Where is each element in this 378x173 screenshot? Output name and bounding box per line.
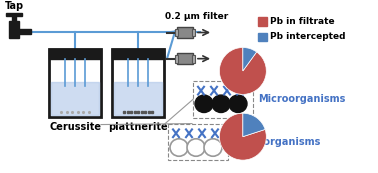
- Bar: [258, 17, 267, 26]
- Wedge shape: [220, 48, 266, 94]
- Bar: [51, 81, 99, 115]
- Bar: [258, 33, 267, 41]
- Bar: [12, 15, 16, 22]
- Circle shape: [187, 139, 205, 156]
- Circle shape: [212, 95, 230, 112]
- Circle shape: [229, 95, 247, 112]
- Bar: [49, 49, 101, 117]
- Bar: [193, 81, 253, 118]
- Text: Pb in filtrate: Pb in filtrate: [270, 17, 335, 26]
- Bar: [6, 13, 22, 16]
- Text: Microorganisms: Microorganisms: [258, 94, 345, 104]
- Text: Pb intercepted: Pb intercepted: [270, 32, 345, 41]
- Circle shape: [170, 139, 188, 156]
- Circle shape: [204, 139, 222, 156]
- Circle shape: [195, 95, 213, 112]
- Bar: [49, 49, 101, 59]
- Bar: [175, 55, 178, 63]
- Bar: [19, 29, 31, 34]
- Bar: [177, 53, 193, 65]
- Text: Cerussite: Cerussite: [49, 122, 101, 132]
- Bar: [175, 29, 178, 36]
- Bar: [177, 27, 193, 38]
- Bar: [9, 21, 19, 38]
- Text: Microorganisms: Microorganisms: [233, 137, 321, 147]
- Text: 0.2 μm filter: 0.2 μm filter: [165, 12, 228, 21]
- Text: plattnerite: plattnerite: [108, 122, 168, 132]
- Wedge shape: [243, 113, 265, 137]
- Wedge shape: [243, 48, 257, 71]
- Bar: [168, 124, 228, 160]
- Bar: [192, 29, 195, 36]
- Bar: [114, 81, 162, 115]
- Text: Tap: Tap: [5, 1, 23, 11]
- Wedge shape: [219, 113, 266, 160]
- Bar: [112, 49, 164, 59]
- Bar: [192, 55, 195, 63]
- Bar: [112, 49, 164, 117]
